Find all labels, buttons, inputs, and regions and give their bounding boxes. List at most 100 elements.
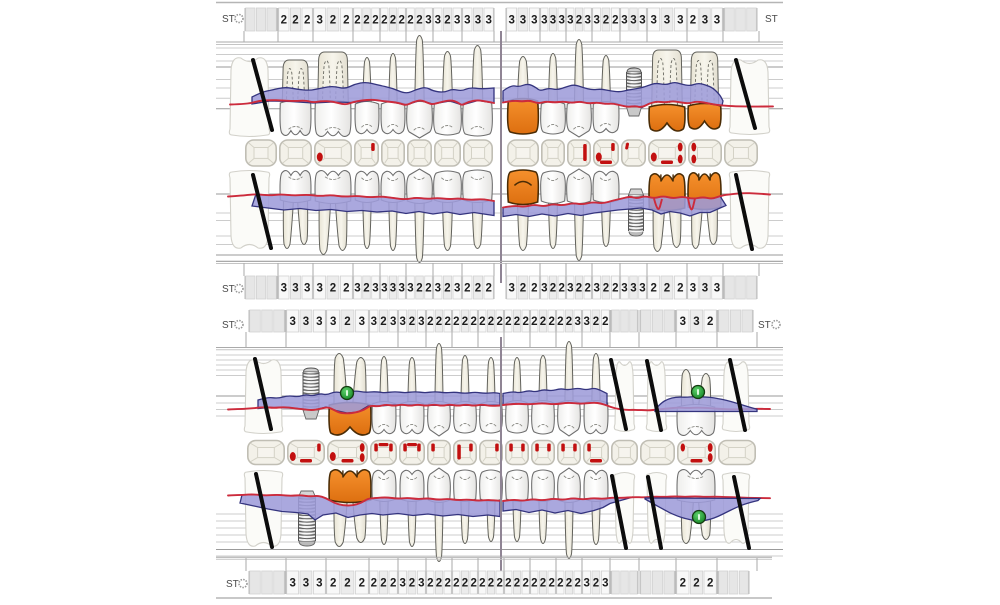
- svg-text:3: 3: [550, 15, 556, 27]
- svg-text:2: 2: [557, 578, 563, 590]
- svg-text:3: 3: [304, 283, 310, 295]
- svg-text:3: 3: [464, 15, 470, 27]
- svg-text:3: 3: [354, 283, 360, 295]
- svg-text:2: 2: [464, 283, 470, 295]
- svg-text:3: 3: [485, 15, 491, 27]
- svg-text:2: 2: [398, 15, 404, 27]
- svg-text:2: 2: [602, 316, 608, 328]
- svg-text:3: 3: [316, 283, 322, 295]
- svg-text:2: 2: [505, 316, 511, 328]
- svg-text:2: 2: [488, 316, 494, 328]
- svg-text:3: 3: [390, 316, 396, 328]
- svg-text:2: 2: [693, 578, 699, 590]
- svg-text:2: 2: [371, 578, 377, 590]
- svg-text:2: 2: [548, 316, 554, 328]
- svg-text:2: 2: [576, 15, 582, 27]
- svg-text:2: 2: [427, 316, 433, 328]
- svg-text:2: 2: [462, 578, 468, 590]
- svg-text:2: 2: [522, 316, 528, 328]
- svg-text:3: 3: [398, 283, 404, 295]
- svg-text:3: 3: [574, 316, 580, 328]
- svg-text:ST: ST: [226, 579, 239, 590]
- svg-text:3: 3: [714, 15, 720, 27]
- svg-text:2: 2: [343, 15, 349, 27]
- svg-text:ST: ST: [222, 320, 235, 331]
- svg-text:2: 2: [425, 283, 431, 295]
- svg-text:2: 2: [522, 578, 528, 590]
- svg-text:2: 2: [427, 578, 433, 590]
- svg-text:3: 3: [693, 316, 699, 328]
- svg-text:ST: ST: [222, 284, 235, 295]
- svg-text:2: 2: [514, 316, 520, 328]
- svg-text:2: 2: [576, 283, 582, 295]
- svg-text:2: 2: [330, 578, 336, 590]
- svg-text:2: 2: [479, 578, 485, 590]
- svg-text:3: 3: [602, 578, 608, 590]
- svg-text:2: 2: [690, 15, 696, 27]
- svg-text:2: 2: [344, 578, 350, 590]
- svg-text:3: 3: [690, 283, 696, 295]
- svg-text:2: 2: [330, 283, 336, 295]
- svg-text:2: 2: [603, 15, 609, 27]
- svg-text:3: 3: [664, 15, 670, 27]
- svg-text:3: 3: [541, 15, 547, 27]
- svg-text:3: 3: [418, 578, 424, 590]
- svg-text:3: 3: [289, 316, 295, 328]
- svg-text:2: 2: [416, 283, 422, 295]
- svg-text:ST: ST: [758, 320, 771, 331]
- svg-text:2: 2: [479, 316, 485, 328]
- svg-text:2: 2: [677, 283, 683, 295]
- svg-text:3: 3: [593, 15, 599, 27]
- svg-text:2: 2: [548, 578, 554, 590]
- svg-text:3: 3: [593, 283, 599, 295]
- svg-text:2: 2: [505, 578, 511, 590]
- svg-text:3: 3: [680, 316, 686, 328]
- svg-text:2: 2: [436, 316, 442, 328]
- svg-text:2: 2: [409, 578, 415, 590]
- svg-text:2: 2: [381, 15, 387, 27]
- svg-text:2: 2: [304, 15, 310, 27]
- svg-text:3: 3: [435, 283, 441, 295]
- svg-text:3: 3: [316, 316, 322, 328]
- svg-text:3: 3: [584, 15, 590, 27]
- svg-text:2: 2: [380, 316, 386, 328]
- svg-text:2: 2: [444, 578, 450, 590]
- svg-text:2: 2: [330, 15, 336, 27]
- svg-text:2: 2: [475, 283, 481, 295]
- svg-text:2: 2: [390, 578, 396, 590]
- svg-text:2: 2: [409, 316, 415, 328]
- svg-text:2: 2: [470, 578, 476, 590]
- svg-text:3: 3: [292, 283, 298, 295]
- svg-text:2: 2: [344, 316, 350, 328]
- svg-text:2: 2: [372, 15, 378, 27]
- svg-text:3: 3: [316, 578, 322, 590]
- svg-text:3: 3: [650, 15, 656, 27]
- svg-text:2: 2: [416, 15, 422, 27]
- svg-text:3: 3: [454, 283, 460, 295]
- svg-text:3: 3: [475, 15, 481, 27]
- svg-text:2: 2: [612, 15, 618, 27]
- svg-text:3: 3: [583, 578, 589, 590]
- svg-text:3: 3: [371, 316, 377, 328]
- svg-text:2: 2: [496, 316, 502, 328]
- svg-text:2: 2: [453, 316, 459, 328]
- svg-text:3: 3: [531, 15, 537, 27]
- svg-text:3: 3: [399, 316, 405, 328]
- svg-text:3: 3: [508, 15, 514, 27]
- svg-text:2: 2: [363, 15, 369, 27]
- svg-text:3: 3: [425, 15, 431, 27]
- svg-text:3: 3: [520, 15, 526, 27]
- svg-text:2: 2: [593, 578, 599, 590]
- svg-text:2: 2: [707, 316, 713, 328]
- svg-text:3: 3: [407, 283, 413, 295]
- svg-text:3: 3: [621, 283, 627, 295]
- svg-text:2: 2: [514, 578, 520, 590]
- svg-text:2: 2: [453, 578, 459, 590]
- svg-text:2: 2: [436, 578, 442, 590]
- svg-text:2: 2: [488, 578, 494, 590]
- svg-text:3: 3: [454, 15, 460, 27]
- svg-text:2: 2: [462, 316, 468, 328]
- svg-text:2: 2: [343, 283, 349, 295]
- svg-text:3: 3: [702, 283, 708, 295]
- svg-text:2: 2: [531, 578, 537, 590]
